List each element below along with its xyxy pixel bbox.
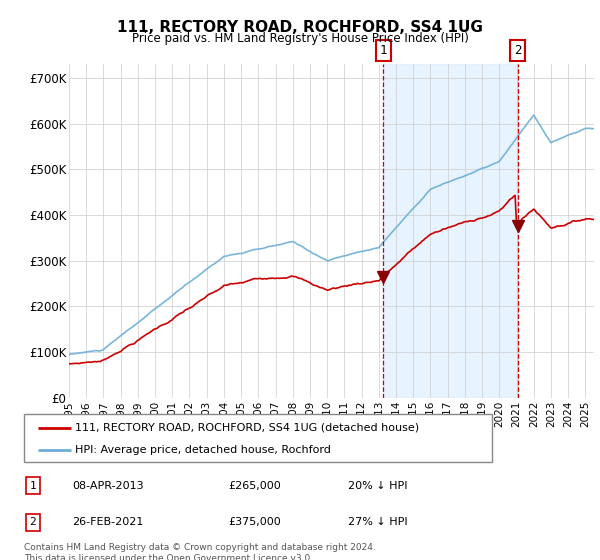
Text: 111, RECTORY ROAD, ROCHFORD, SS4 1UG: 111, RECTORY ROAD, ROCHFORD, SS4 1UG (117, 20, 483, 35)
Text: HPI: Average price, detached house, Rochford: HPI: Average price, detached house, Roch… (76, 445, 331, 455)
Text: 2: 2 (514, 44, 522, 57)
Text: 1: 1 (29, 481, 37, 491)
Bar (383, 64, 518, 398)
Text: Contains HM Land Registry data © Crown copyright and database right 2024.
This d: Contains HM Land Registry data © Crown c… (24, 543, 376, 560)
Text: £375,000: £375,000 (228, 517, 281, 527)
Text: 08-APR-2013: 08-APR-2013 (72, 481, 143, 491)
Text: 111, RECTORY ROAD, ROCHFORD, SS4 1UG (detached house): 111, RECTORY ROAD, ROCHFORD, SS4 1UG (de… (76, 423, 419, 433)
FancyBboxPatch shape (24, 414, 492, 462)
Text: 27% ↓ HPI: 27% ↓ HPI (348, 517, 407, 527)
Text: Price paid vs. HM Land Registry's House Price Index (HPI): Price paid vs. HM Land Registry's House … (131, 32, 469, 45)
Text: 1: 1 (379, 44, 387, 57)
Text: 26-FEB-2021: 26-FEB-2021 (72, 517, 143, 527)
Text: 2: 2 (29, 517, 37, 527)
Text: £265,000: £265,000 (228, 481, 281, 491)
Text: 20% ↓ HPI: 20% ↓ HPI (348, 481, 407, 491)
